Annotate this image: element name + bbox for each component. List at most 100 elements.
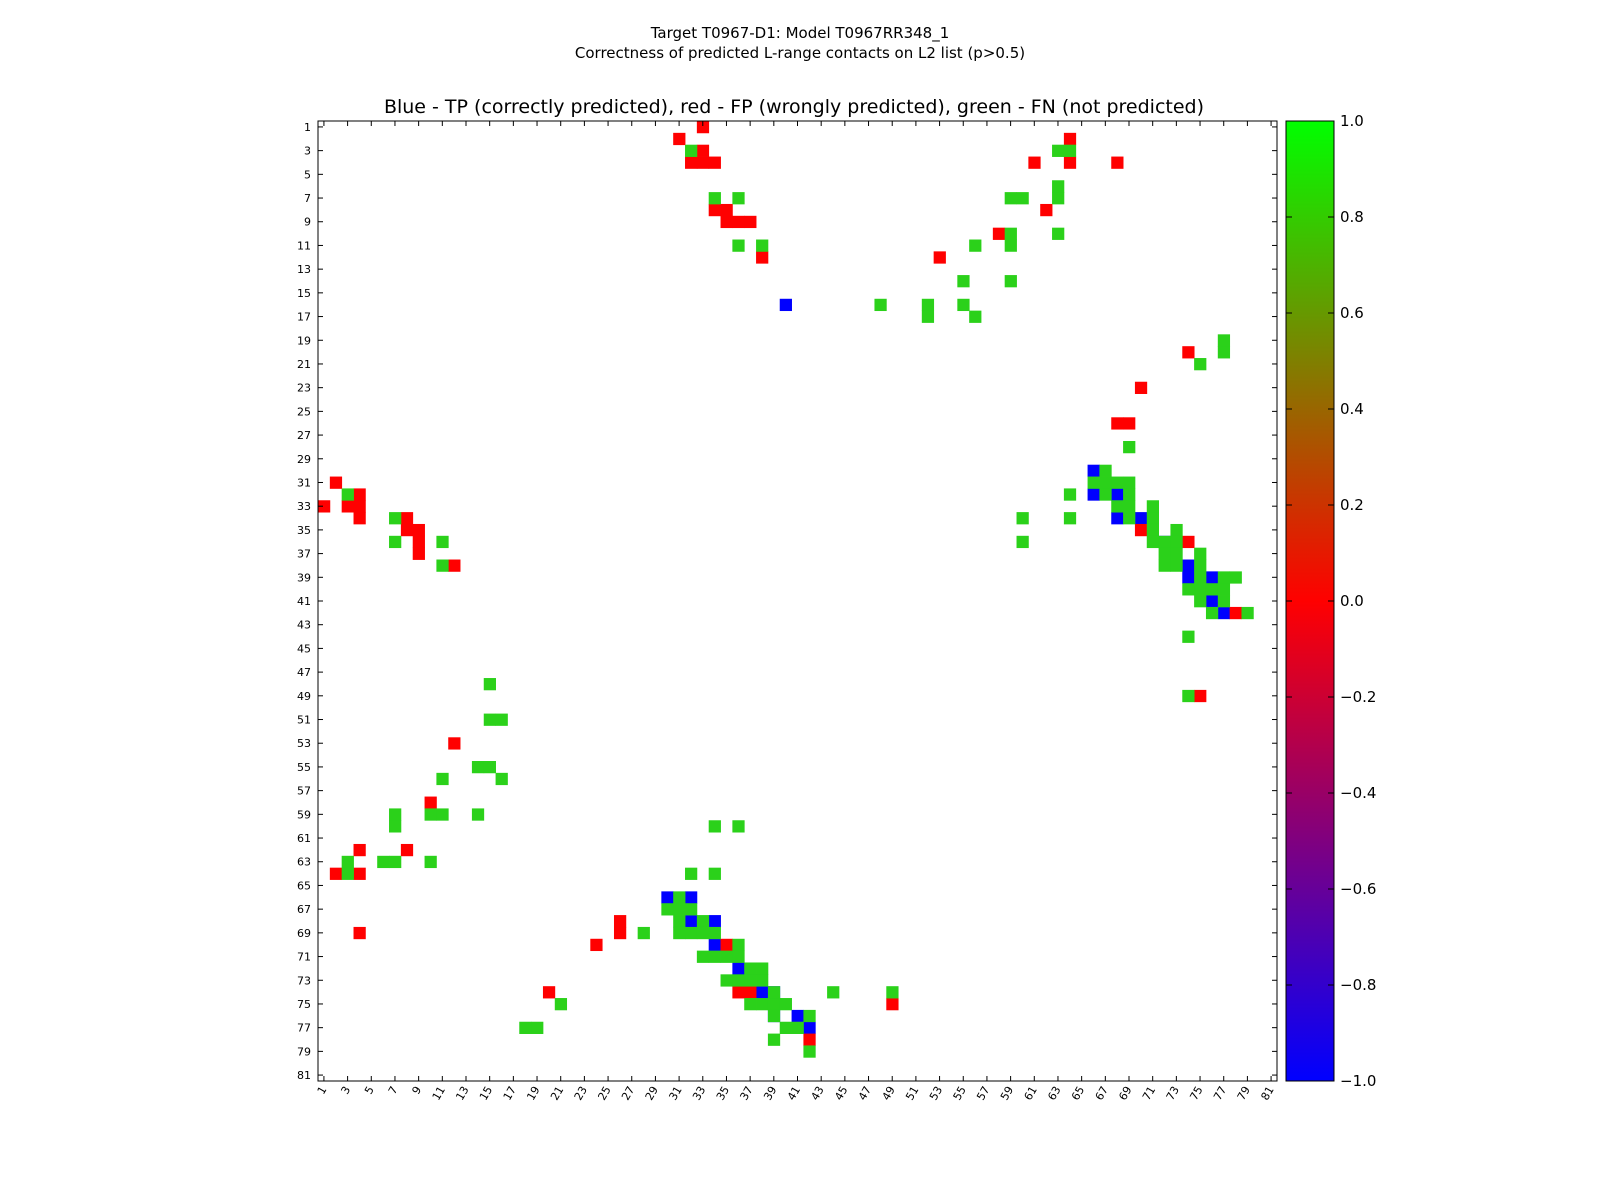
y-tick-label: 37 [297,548,311,561]
heatmap-cell [412,547,425,560]
heatmap-cell [1052,192,1065,205]
heatmap-cell [436,808,449,821]
heatmap-cell [613,926,627,940]
heatmap-cell [1134,512,1148,525]
y-tick-label: 51 [297,714,311,727]
heatmap-cell [756,251,769,264]
heatmap-cell [1123,500,1136,513]
heatmap-cell [673,903,686,916]
heatmap-cell [732,215,745,229]
heatmap-cell [886,986,899,999]
heatmap-cell [1194,583,1207,596]
heatmap-cell [436,772,449,786]
heatmap-cell [791,1021,804,1034]
heatmap-cell [803,1045,816,1058]
heatmap-cell [1134,381,1148,394]
heatmap-cell [1123,512,1136,525]
heatmap-cell [756,986,769,999]
heatmap-cell [696,915,710,928]
heatmap-cell [590,938,603,952]
heatmap-cell [400,843,414,857]
heatmap-cell [1194,595,1207,608]
heatmap-cell [1063,132,1077,146]
heatmap-cell [1052,227,1065,240]
heatmap-cell [957,275,970,288]
heatmap-cell [969,239,982,252]
heatmap-cell [1146,535,1160,549]
heatmap-cell [1194,559,1207,572]
heatmap-cell [720,215,733,229]
heatmap-cell [720,974,733,987]
x-tick-label: 5 [362,1084,377,1097]
y-tick-label: 47 [297,666,311,679]
heatmap-cell [708,950,721,963]
heatmap-cell [389,820,402,833]
heatmap-cell [1194,358,1207,371]
y-tick-label: 55 [297,761,311,774]
y-tick-label: 73 [297,974,311,987]
heatmap-cell [353,500,366,513]
y-tick-label: 53 [297,737,311,750]
heatmap-cell [1111,476,1124,489]
heatmap-cell [685,915,698,928]
heatmap-cell [779,998,792,1011]
x-tick-label: 29 [643,1084,661,1103]
heatmap-cell [389,535,402,549]
heatmap-cell [756,239,769,252]
x-tick-label: 41 [785,1084,803,1103]
heatmap-cell [767,1009,781,1023]
x-tick-label: 51 [903,1084,921,1103]
heatmap-cell [1016,192,1029,205]
y-tick-label: 11 [297,239,311,252]
x-tick-label: 37 [737,1084,755,1103]
y-tick-label: 29 [297,453,311,466]
y-tick-label: 21 [297,358,311,371]
y-tick-label: 69 [297,927,311,940]
y-tick-label: 79 [297,1045,311,1058]
heatmap-cell [696,121,710,134]
colorbar-tick-label: 0.2 [1340,496,1364,514]
heatmap-cell [1111,512,1124,525]
heatmap-cell [1123,488,1136,501]
heatmap-cell [1123,441,1136,454]
y-tick-label: 61 [297,832,311,845]
heatmap-cell [1158,559,1171,572]
x-tick-label: 35 [714,1084,732,1103]
y-tick-label: 67 [297,903,311,916]
heatmap-cell [1229,571,1242,584]
heatmap-cell [957,298,970,312]
heatmap-cell [1063,512,1077,525]
x-tick-label: 71 [1140,1084,1158,1103]
heatmap-cell [389,855,402,869]
heatmap-cell [732,820,745,833]
heatmap-cell [661,891,674,904]
heatmap-cell [1016,512,1029,525]
heatmap-cell [412,535,425,549]
chart-subtitle: Blue - TP (correctly predicted), red - F… [384,96,1204,118]
x-tick-label: 73 [1164,1084,1182,1103]
heatmap-cell [448,737,461,750]
heatmap-cell [708,192,721,205]
heatmap-cell [1182,583,1195,596]
heatmap-cell [637,926,650,940]
y-tick-label: 41 [297,595,311,608]
heatmap-cell [341,855,354,869]
heatmap-cell [341,488,354,501]
heatmap-cell [1241,606,1254,620]
y-tick-label: 63 [297,856,311,869]
heatmap-cell [1099,476,1112,489]
heatmap-cell [779,1021,792,1034]
x-tick-label: 17 [501,1084,519,1103]
heatmap-cell [400,523,414,537]
x-tick-label: 33 [690,1084,708,1103]
heatmap-cell [708,203,721,217]
heatmap-cell [531,1021,544,1034]
heatmap-cell [1063,156,1077,169]
heatmap-cell [1170,523,1183,537]
x-tick-label: 11 [430,1084,448,1103]
heatmap-cell [471,808,485,821]
heatmap-cell [756,974,769,987]
x-tick-label: 55 [951,1084,969,1103]
heatmap-cell [673,891,686,904]
